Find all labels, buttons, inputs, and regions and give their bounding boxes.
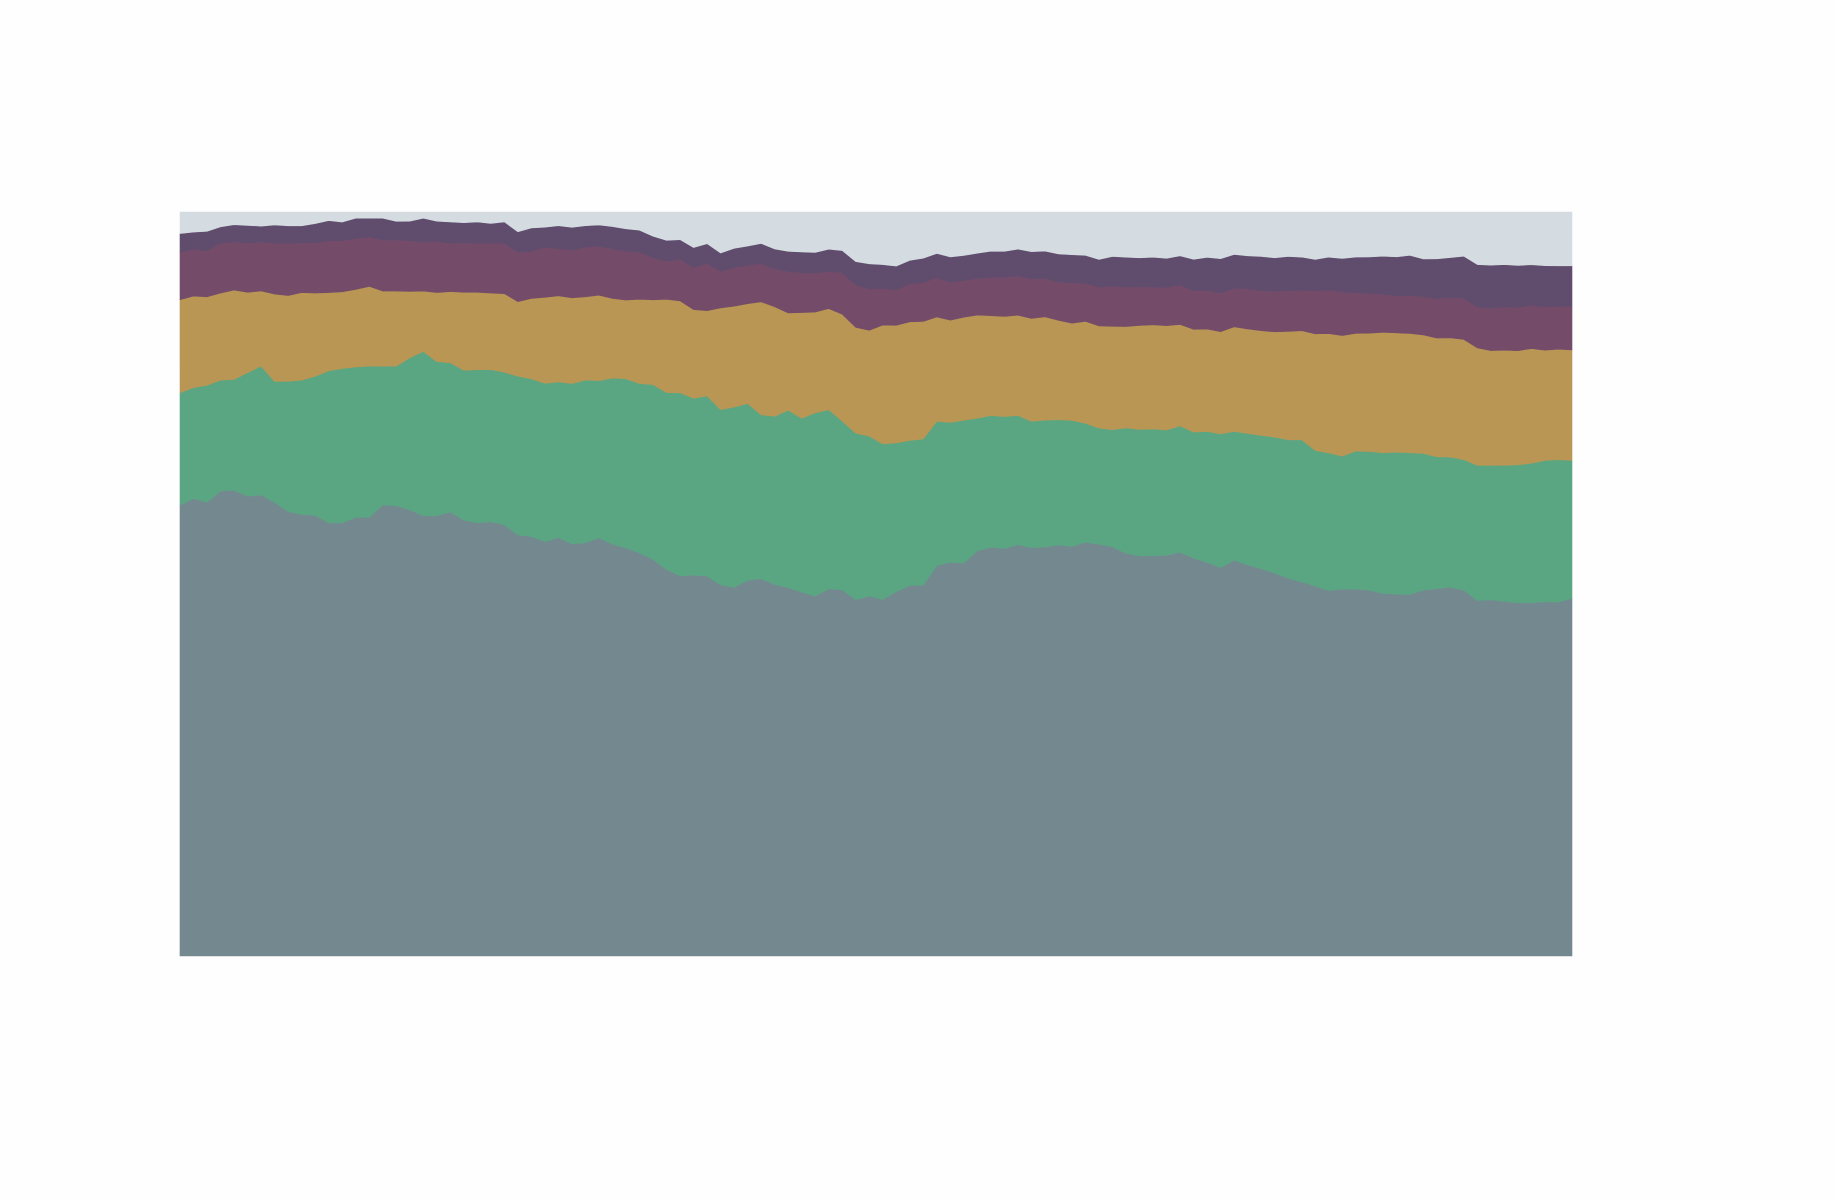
area-series-group xyxy=(179,211,1573,957)
area-series-6 xyxy=(179,211,1573,267)
